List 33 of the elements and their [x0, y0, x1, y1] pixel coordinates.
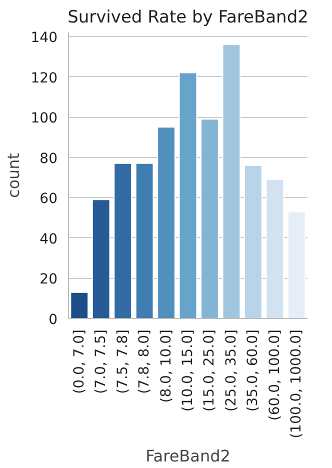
y-tick-label: 40: [40, 231, 58, 248]
bar: [200, 118, 219, 318]
x-tick-label: (100.0, 1000.0]: [288, 330, 305, 438]
bar: [266, 179, 284, 318]
bar: [92, 199, 110, 318]
y-tick-label: 100: [30, 110, 58, 127]
y-tick-label: 20: [40, 272, 58, 288]
bar: [157, 126, 176, 318]
bar: [244, 164, 262, 318]
x-tick-label: (60.0, 100.0]: [266, 329, 283, 421]
x-tick-label: (15.0, 25.0]: [202, 329, 218, 412]
x-axis-title: FareBand2: [146, 446, 230, 466]
bar: [222, 44, 241, 318]
x-tick-label: (0.0, 7.0]: [71, 329, 88, 394]
y-tick-label: 120: [30, 70, 58, 86]
bar: [287, 211, 306, 318]
bar: [70, 292, 89, 318]
bar: [135, 162, 154, 318]
y-tick-label: 140: [30, 30, 58, 46]
x-tick-label: (7.8, 8.0]: [136, 329, 153, 394]
bar: [178, 72, 198, 318]
x-tick-label: (25.0, 35.0]: [223, 329, 240, 412]
x-tick-label: (35.0, 60.0]: [245, 329, 262, 412]
chart-title: Survived Rate by FareBand2: [68, 8, 308, 28]
y-axis-title: count: [4, 152, 23, 198]
x-tick-label: (8.0, 10.0]: [158, 329, 174, 403]
y-tick-label: 0: [48, 312, 58, 328]
bar: [114, 162, 132, 318]
y-tick-label: 60: [40, 191, 58, 208]
x-tick-label: (7.5, 7.8]: [114, 329, 131, 394]
y-tick-label: 80: [40, 150, 58, 167]
x-tick-label: (7.0, 7.5]: [93, 329, 110, 394]
x-tick-label: (10.0, 15.0]: [180, 329, 196, 412]
